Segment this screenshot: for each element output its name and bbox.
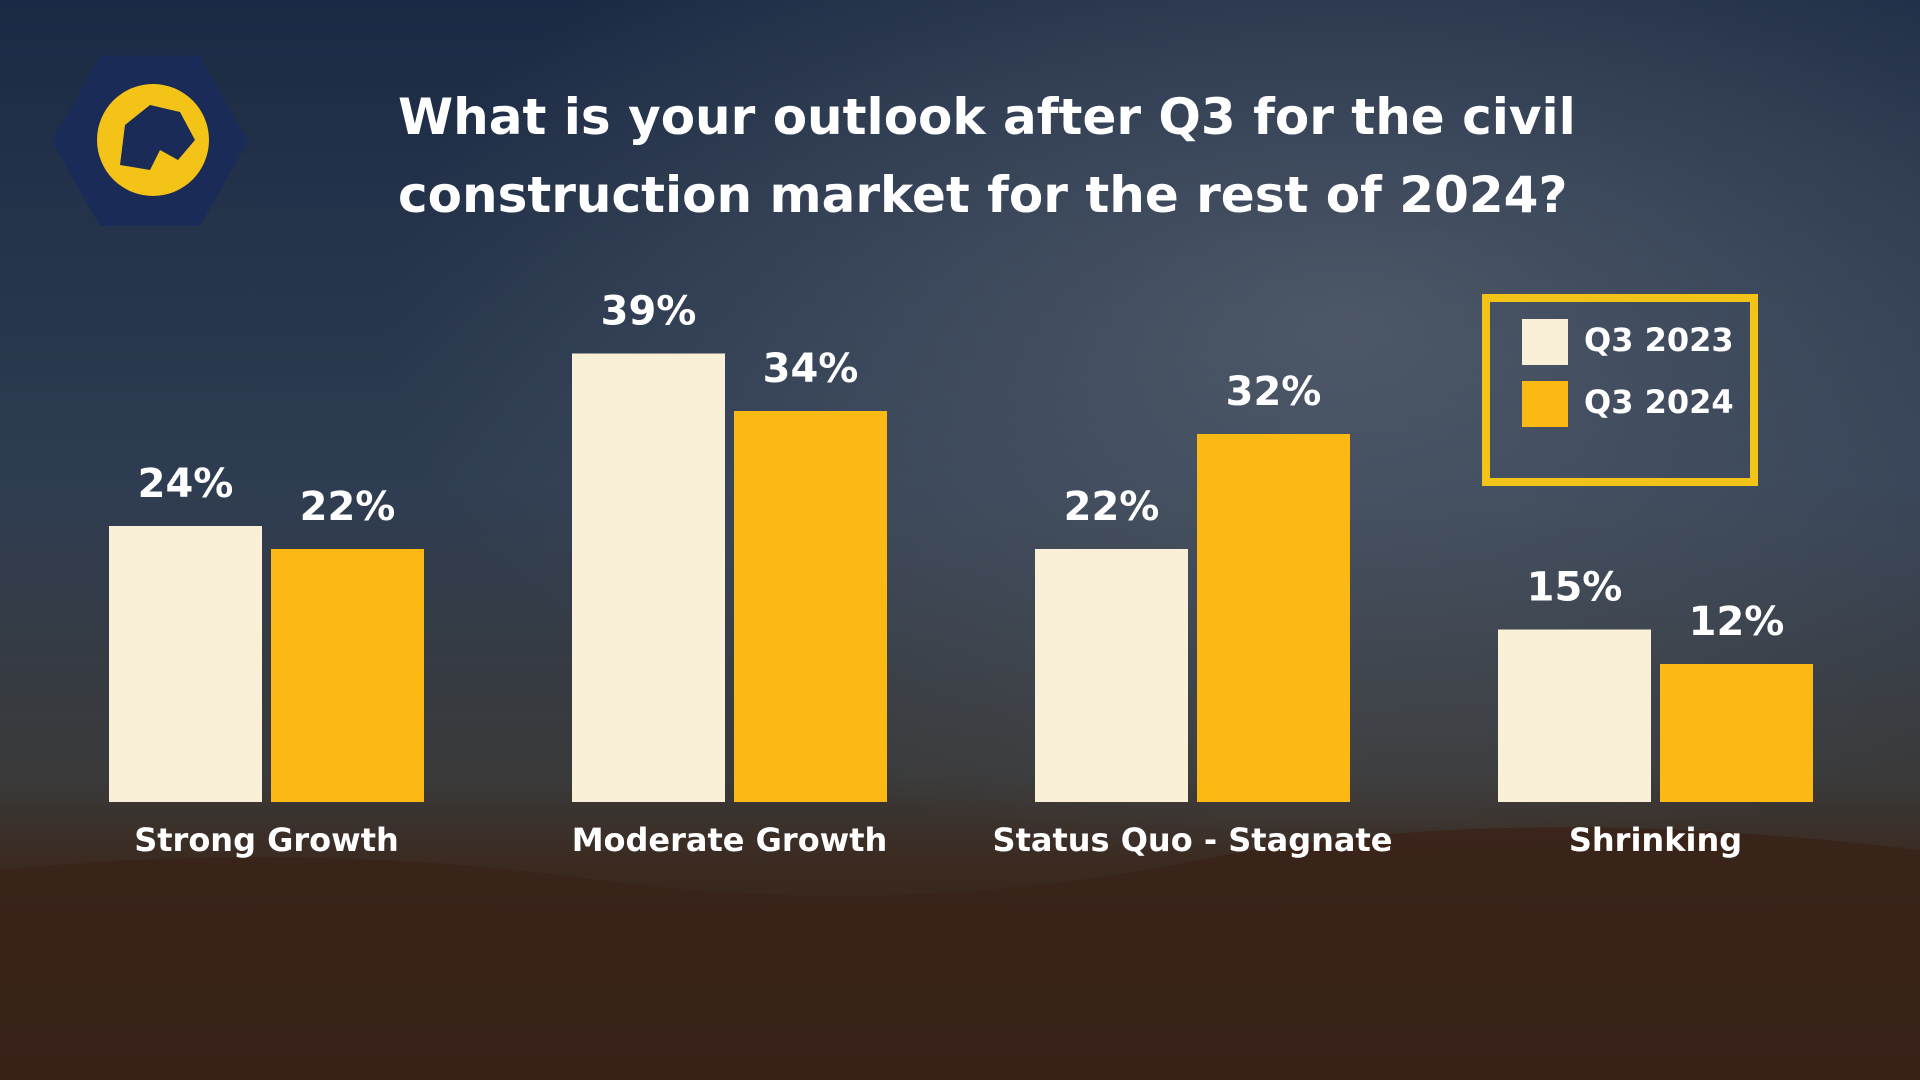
legend-swatch [1522,319,1568,365]
ground [0,827,1920,1080]
bar [1197,434,1350,802]
value-label: 22% [1064,484,1160,530]
bar [734,411,887,802]
x-tick-label: Status Quo - Stagnate [993,821,1393,859]
logo [52,56,248,226]
legend-swatch [1522,381,1568,427]
x-tick-label: Moderate Growth [572,821,888,859]
legend-box [1482,294,1758,486]
bar [1035,549,1188,802]
value-label: 12% [1689,599,1785,645]
bar [572,353,725,802]
bar [1660,664,1813,802]
bar [1498,629,1651,802]
x-tick-label: Strong Growth [134,821,399,859]
value-label: 34% [763,346,859,392]
value-label: 24% [138,461,234,507]
x-tick-label: Shrinking [1569,821,1742,859]
value-label: 22% [300,484,396,530]
legend-label: Q3 2024 [1584,383,1734,421]
chart-title: What is your outlook after Q3 for the ci… [398,88,1576,224]
value-label: 15% [1527,565,1623,611]
value-label: 39% [601,289,697,335]
value-label: 32% [1226,369,1322,415]
bar [109,526,262,802]
legend-label: Q3 2023 [1584,321,1734,359]
bar [271,549,424,802]
